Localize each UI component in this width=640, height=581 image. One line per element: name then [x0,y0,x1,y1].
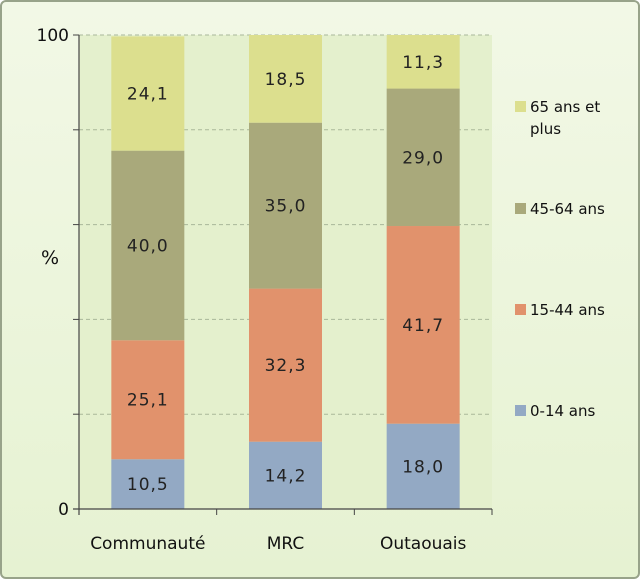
y-axis-label: % [41,247,59,269]
legend-swatch [515,101,526,112]
bar-segment [386,226,460,424]
bar-segment [111,36,185,151]
bar-segment [386,35,460,89]
data-label: 18,5 [265,70,307,90]
legend-label: 0-14 ans [530,402,596,420]
data-label: 32,3 [265,356,307,376]
legend-swatch [515,304,526,315]
data-label: 18,0 [402,457,444,477]
data-label: 41,7 [402,316,444,336]
legend-label: plus [530,120,561,138]
bar-segment [386,423,460,509]
bar-segment [111,459,185,509]
x-tick-label: Communauté [90,534,205,554]
legend-label: 45-64 ans [530,200,605,218]
x-tick-label: MRC [267,534,305,554]
data-label: 24,1 [127,85,169,105]
bar-segment [249,35,322,123]
data-label: 35,0 [265,197,307,217]
bar-segment [111,150,185,341]
data-label: 40,0 [127,236,169,256]
bar-segment [111,340,185,460]
y-tick-label: 100 [37,26,69,46]
bar-segment [249,122,322,289]
bar-segment [249,288,322,442]
data-label: 25,1 [127,391,169,411]
bar-segment [249,441,322,509]
data-label: 29,0 [402,148,444,168]
legend-label: 15-44 ans [530,301,605,319]
data-label: 11,3 [402,53,444,73]
y-tick-label: 0 [58,500,69,520]
x-tick-label: Outaouais [380,534,467,554]
data-label: 14,2 [265,466,307,486]
legend-swatch [515,203,526,214]
bar-segment [386,88,460,227]
legend-label: 65 ans et [530,98,600,116]
legend-swatch [515,405,526,416]
data-label: 10,5 [127,475,169,495]
